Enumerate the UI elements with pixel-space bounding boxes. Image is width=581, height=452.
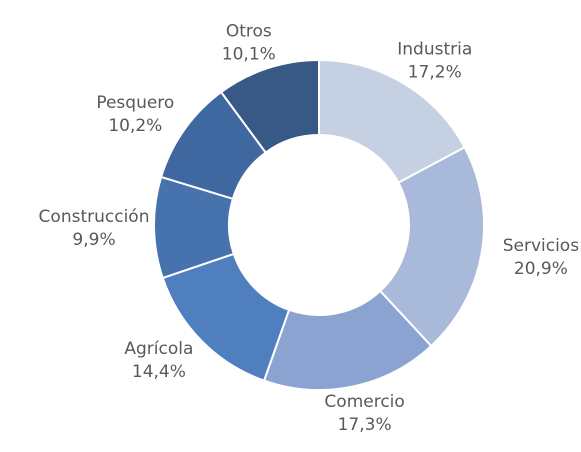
slice-label: Servicios (503, 236, 579, 256)
slice-label: Industria (397, 39, 472, 59)
slice-value: 20,9% (514, 259, 568, 279)
slice-value: 10,1% (222, 45, 276, 65)
slice-value: 10,2% (108, 116, 162, 136)
slice-label: Pesquero (96, 93, 174, 113)
slice-value: 17,3% (338, 415, 392, 435)
slice-label: Otros (226, 22, 272, 42)
slice-label: Agrícola (124, 339, 193, 359)
slice-value: 14,4% (132, 362, 186, 382)
slice-value: 9,9% (72, 230, 115, 250)
slice (378, 145, 485, 348)
slice-value: 17,2% (408, 62, 462, 82)
slice-label: Construcción (39, 207, 150, 227)
slice (219, 58, 320, 154)
slice-label: Comercio (324, 392, 404, 412)
